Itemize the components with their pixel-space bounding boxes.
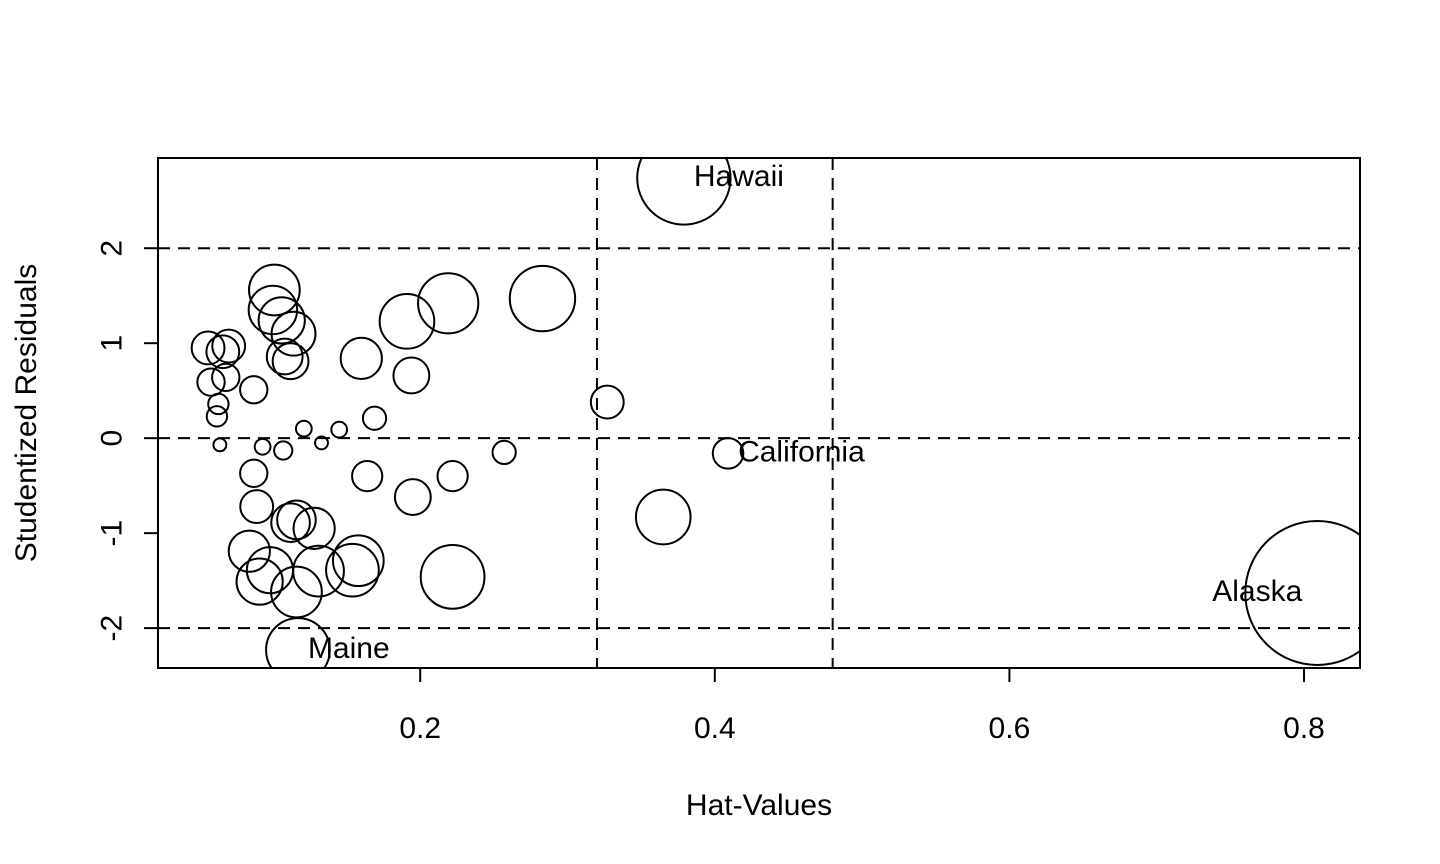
data-point-30 — [273, 440, 294, 461]
data-point-12 — [378, 293, 436, 350]
data-point-17 — [190, 330, 226, 366]
data-point-15 — [271, 342, 310, 381]
data-point-32 — [212, 437, 228, 453]
data-point-4 — [508, 264, 577, 333]
data-point-10 — [257, 296, 306, 345]
data-point-20 — [196, 367, 226, 397]
x-tick-label-2: 0.6 — [989, 712, 1031, 745]
data-point-48 — [325, 542, 380, 598]
data-point-1 — [636, 158, 732, 226]
data-point-25 — [589, 384, 625, 420]
x-tick-label-3: 0.8 — [1283, 712, 1325, 745]
point-labels: Alaska Hawaii California Maine — [308, 160, 1303, 665]
data-point-0 — [1244, 519, 1360, 666]
data-point-26 — [361, 405, 388, 431]
data-point-6 — [419, 543, 486, 610]
y-tick-label-0: -2 — [96, 615, 129, 642]
data-point-29 — [314, 435, 329, 451]
x-tick-label-1: 0.4 — [694, 712, 736, 745]
data-point-33 — [491, 439, 517, 466]
plot-frame — [157, 157, 1361, 669]
x-axis-label: Hat-Values — [686, 789, 832, 822]
x-tick-label-0: 0.2 — [399, 712, 441, 745]
data-point-47 — [331, 534, 385, 588]
data-point-36 — [436, 460, 469, 493]
data-point-38 — [239, 489, 275, 524]
y-axis-label: Studentized Residuals — [10, 264, 43, 563]
data-point-11 — [270, 310, 317, 357]
y-tick-label-2: 0 — [96, 430, 129, 447]
y-tick-label-4: 2 — [96, 240, 129, 257]
data-point-7 — [634, 488, 692, 546]
data-point-44 — [235, 557, 284, 606]
reference-lines — [158, 158, 1360, 668]
data-point-22 — [239, 375, 269, 405]
data-point-37 — [393, 478, 432, 516]
data-point-35 — [351, 460, 384, 493]
data-point-39 — [270, 502, 311, 544]
data-point-8 — [248, 263, 301, 317]
data-point-34 — [239, 458, 269, 488]
data-point-24 — [205, 405, 229, 428]
data-point-28 — [294, 419, 313, 438]
data-point-23 — [207, 392, 230, 416]
point-label-california: California — [738, 435, 865, 468]
data-point-42 — [227, 529, 271, 573]
data-point-46 — [292, 544, 345, 598]
point-label-alaska: Alaska — [1212, 575, 1302, 608]
data-point-9 — [247, 284, 299, 336]
data-point-27 — [330, 420, 349, 439]
data-point-41 — [292, 506, 336, 551]
point-label-hawaii: Hawaii — [694, 160, 784, 193]
data-points — [190, 158, 1360, 668]
point-label-maine: Maine — [308, 632, 390, 665]
data-point-18 — [211, 328, 247, 364]
data-point-31 — [253, 437, 272, 456]
data-point-21 — [211, 362, 241, 393]
data-point-2 — [711, 437, 745, 470]
y-axis: -2 -1 0 1 2 — [96, 240, 158, 642]
data-point-13 — [339, 336, 383, 381]
data-point-5 — [417, 272, 480, 335]
data-point-19 — [205, 334, 241, 370]
y-tick-label-1: -1 — [96, 520, 129, 547]
data-point-16 — [392, 356, 431, 395]
x-axis: 0.2 0.4 0.6 0.8 — [399, 668, 1325, 745]
y-tick-label-3: 1 — [96, 335, 129, 352]
data-point-45 — [270, 565, 323, 619]
data-point-14 — [265, 337, 304, 376]
